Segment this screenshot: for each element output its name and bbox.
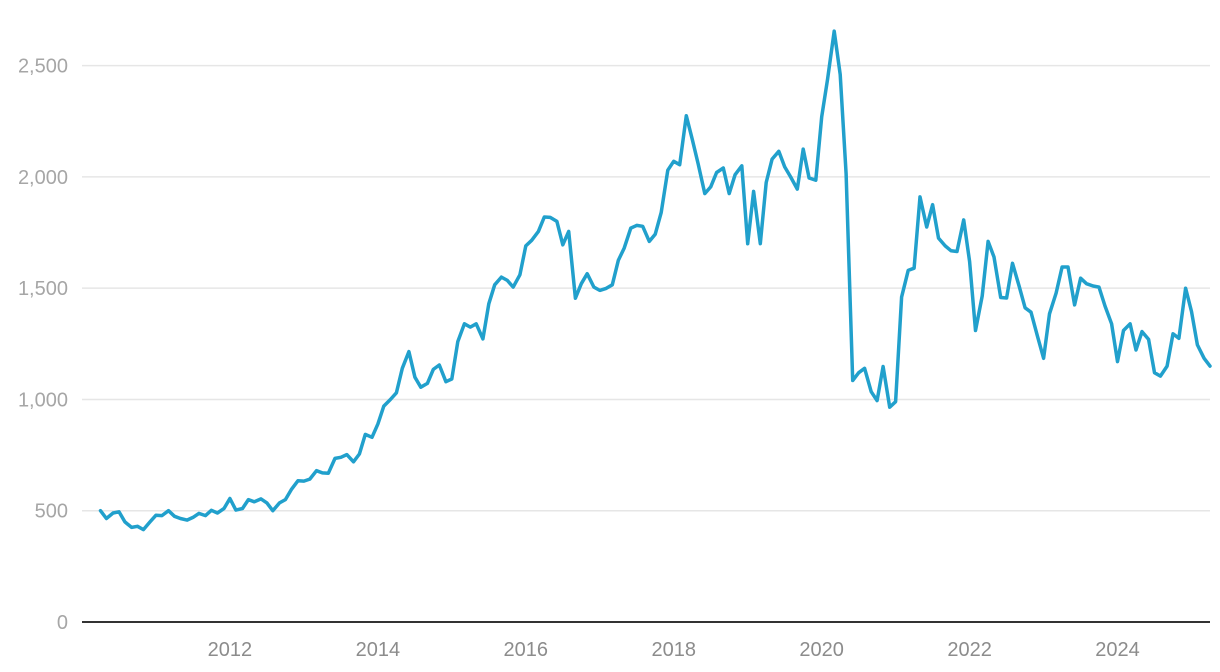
x-tick-label-2014: 2014 xyxy=(356,639,401,661)
x-tick-label-2016: 2016 xyxy=(504,639,549,661)
series-line-0 xyxy=(98,29,1212,532)
x-axis-tick-labels: 2012 2014 2016 2018 2020 2022 2024 xyxy=(208,639,1140,661)
y-tick-label-2000: 2,000 xyxy=(18,167,68,189)
y-tick-label-2500: 2,500 xyxy=(18,56,68,78)
x-tick-label-2012: 2012 xyxy=(208,639,253,661)
y-tick-label-1500: 1,500 xyxy=(18,278,68,300)
y-tick-label-1000: 1,000 xyxy=(18,389,68,411)
x-tick-label-2022: 2022 xyxy=(947,639,992,661)
y-axis-tick-labels: 0 500 1,000 1,500 2,000 2,500 xyxy=(18,56,68,634)
y-tick-label-500: 500 xyxy=(35,501,68,523)
x-tick-label-2020: 2020 xyxy=(799,639,844,661)
series-group xyxy=(98,29,1212,532)
x-tick-label-2024: 2024 xyxy=(1095,639,1140,661)
y-tick-label-0: 0 xyxy=(57,612,68,634)
gridlines xyxy=(82,64,1210,512)
x-tick-label-2018: 2018 xyxy=(651,639,696,661)
